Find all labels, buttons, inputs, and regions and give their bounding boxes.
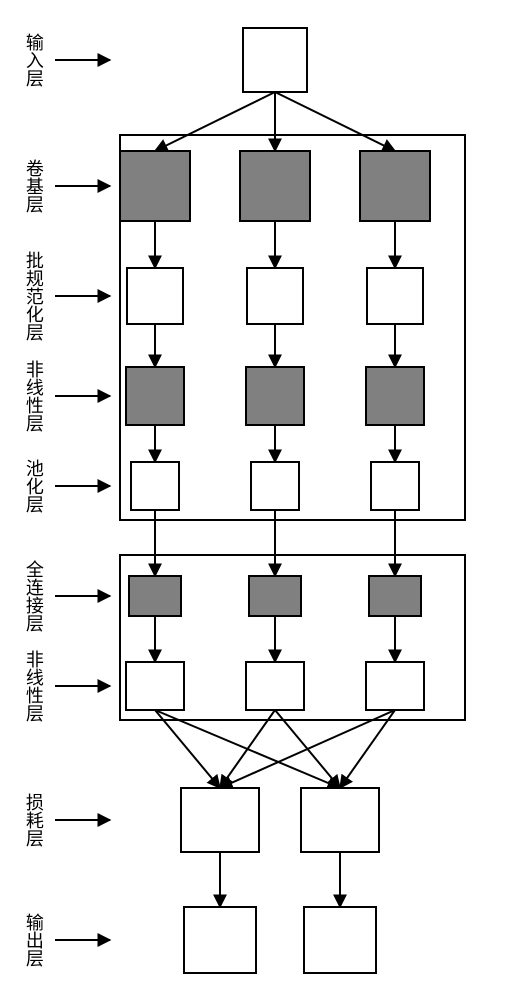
node-bn bbox=[367, 268, 423, 324]
node-fc bbox=[369, 576, 421, 616]
row-label-pool: 池化层 bbox=[24, 459, 44, 513]
row-label-conv: 卷基层 bbox=[24, 159, 44, 213]
node-loss bbox=[181, 788, 259, 852]
node-nl1 bbox=[366, 367, 424, 425]
node-conv bbox=[120, 151, 190, 221]
flow-arrow bbox=[155, 92, 275, 151]
node-output bbox=[184, 907, 256, 973]
node-input bbox=[243, 28, 307, 92]
row-label-loss: 损耗层 bbox=[24, 793, 44, 847]
node-pool bbox=[371, 462, 419, 510]
node-nl1 bbox=[246, 367, 304, 425]
node-pool bbox=[131, 462, 179, 510]
node-bn bbox=[127, 268, 183, 324]
node-loss bbox=[301, 788, 379, 852]
node-nl2 bbox=[126, 662, 184, 710]
node-bn bbox=[247, 268, 303, 324]
row-label-fc: 全连接层 bbox=[24, 560, 44, 632]
flow-arrow bbox=[155, 710, 220, 788]
node-conv bbox=[240, 151, 310, 221]
node-nl2 bbox=[366, 662, 424, 710]
row-label-nl2: 非线性层 bbox=[24, 650, 44, 722]
node-pool bbox=[251, 462, 299, 510]
node-nl1 bbox=[126, 367, 184, 425]
node-fc bbox=[129, 576, 181, 616]
flow-arrow bbox=[275, 92, 395, 151]
row-label-nl1: 非线性层 bbox=[24, 360, 44, 432]
row-label-input: 输入层 bbox=[24, 33, 44, 87]
node-output bbox=[304, 907, 376, 973]
row-label-output: 输出层 bbox=[24, 913, 44, 967]
node-fc bbox=[249, 576, 301, 616]
node-nl2 bbox=[246, 662, 304, 710]
row-label-bn: 批规范化层 bbox=[24, 251, 44, 341]
node-conv bbox=[360, 151, 430, 221]
